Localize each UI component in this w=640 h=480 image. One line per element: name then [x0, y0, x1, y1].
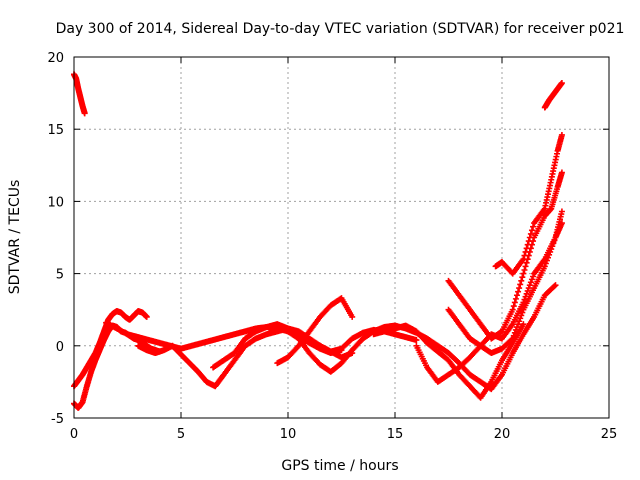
x-tick-labels: 0 5 10 15 20 25 [70, 427, 617, 442]
x-axis-label: GPS time / hours [281, 458, 398, 474]
x-tick-label: 0 [70, 427, 78, 442]
data-point [511, 329, 518, 336]
y-tick-label: -5 [51, 412, 64, 427]
data-point [521, 266, 528, 273]
series-track-13 [492, 131, 565, 277]
x-tick-label: 25 [601, 427, 618, 442]
data-point [551, 283, 558, 290]
x-tick-label: 20 [494, 427, 511, 442]
data-point [558, 208, 565, 215]
data-point [513, 324, 520, 331]
y-tick-label: 20 [47, 51, 64, 66]
data-point [530, 273, 537, 280]
data-point [552, 282, 559, 289]
x-tick-label: 5 [177, 427, 185, 442]
data-point [511, 299, 518, 306]
data-point [522, 248, 529, 255]
data-point [512, 326, 519, 333]
data-point [526, 234, 533, 241]
data-point [509, 306, 516, 313]
data-point [515, 288, 522, 295]
chart-title: Day 300 of 2014, Sidereal Day-to-day VTE… [56, 21, 625, 37]
data-point [517, 281, 524, 288]
data-point [558, 169, 565, 176]
data-point [518, 277, 525, 284]
data-point [545, 254, 552, 261]
series-track-14 [541, 79, 565, 111]
data-point [521, 252, 528, 259]
data-point [519, 274, 526, 281]
data-point [527, 230, 534, 237]
data-point [548, 246, 555, 253]
data-point [522, 263, 529, 270]
data-point [542, 260, 549, 267]
data-point [527, 279, 534, 286]
data-point [520, 270, 527, 277]
data-point [547, 248, 554, 255]
data-points [71, 71, 565, 411]
series-track-9 [370, 321, 527, 401]
data-point [524, 241, 531, 248]
series-track-11 [445, 208, 565, 357]
data-point [516, 285, 523, 292]
y-tick-label: 10 [47, 195, 64, 210]
data-point [518, 312, 525, 319]
data-point [143, 313, 150, 320]
data-point [513, 292, 520, 299]
data-point [530, 223, 537, 230]
y-tick-label: 5 [56, 268, 64, 283]
data-point [510, 303, 517, 310]
data-point [525, 285, 532, 292]
data-point [413, 337, 420, 344]
data-point [81, 110, 88, 117]
data-point [512, 295, 519, 302]
data-point [519, 309, 526, 316]
data-point [516, 318, 523, 325]
data-point [546, 251, 553, 258]
data-point [549, 243, 556, 250]
data-point [528, 276, 535, 283]
data-point [525, 238, 532, 245]
x-tick-label: 15 [387, 427, 404, 442]
data-point [550, 240, 557, 247]
y-tick-labels: -5 0 5 10 15 20 [47, 51, 64, 427]
data-point [526, 282, 533, 289]
data-point [349, 313, 356, 320]
data-point [524, 287, 531, 294]
data-point [558, 79, 565, 86]
data-point [508, 336, 515, 343]
x-tick-label: 10 [280, 427, 297, 442]
data-point [510, 332, 517, 339]
data-point [520, 321, 527, 328]
data-point [517, 315, 524, 322]
y-tick-label: 0 [56, 340, 64, 355]
data-point [520, 256, 527, 263]
data-point [523, 245, 530, 252]
y-axis-label: SDTVAR / TECUs [7, 180, 23, 295]
data-point [541, 263, 548, 270]
plot-frame [73, 56, 610, 419]
data-point [528, 227, 535, 234]
series-track-12 [445, 169, 565, 342]
data-point [523, 259, 530, 266]
data-point [509, 335, 516, 342]
y-tick-label: 15 [47, 123, 64, 138]
data-point [551, 237, 558, 244]
data-point [515, 321, 522, 328]
data-point [543, 257, 550, 264]
data-point [558, 131, 565, 138]
